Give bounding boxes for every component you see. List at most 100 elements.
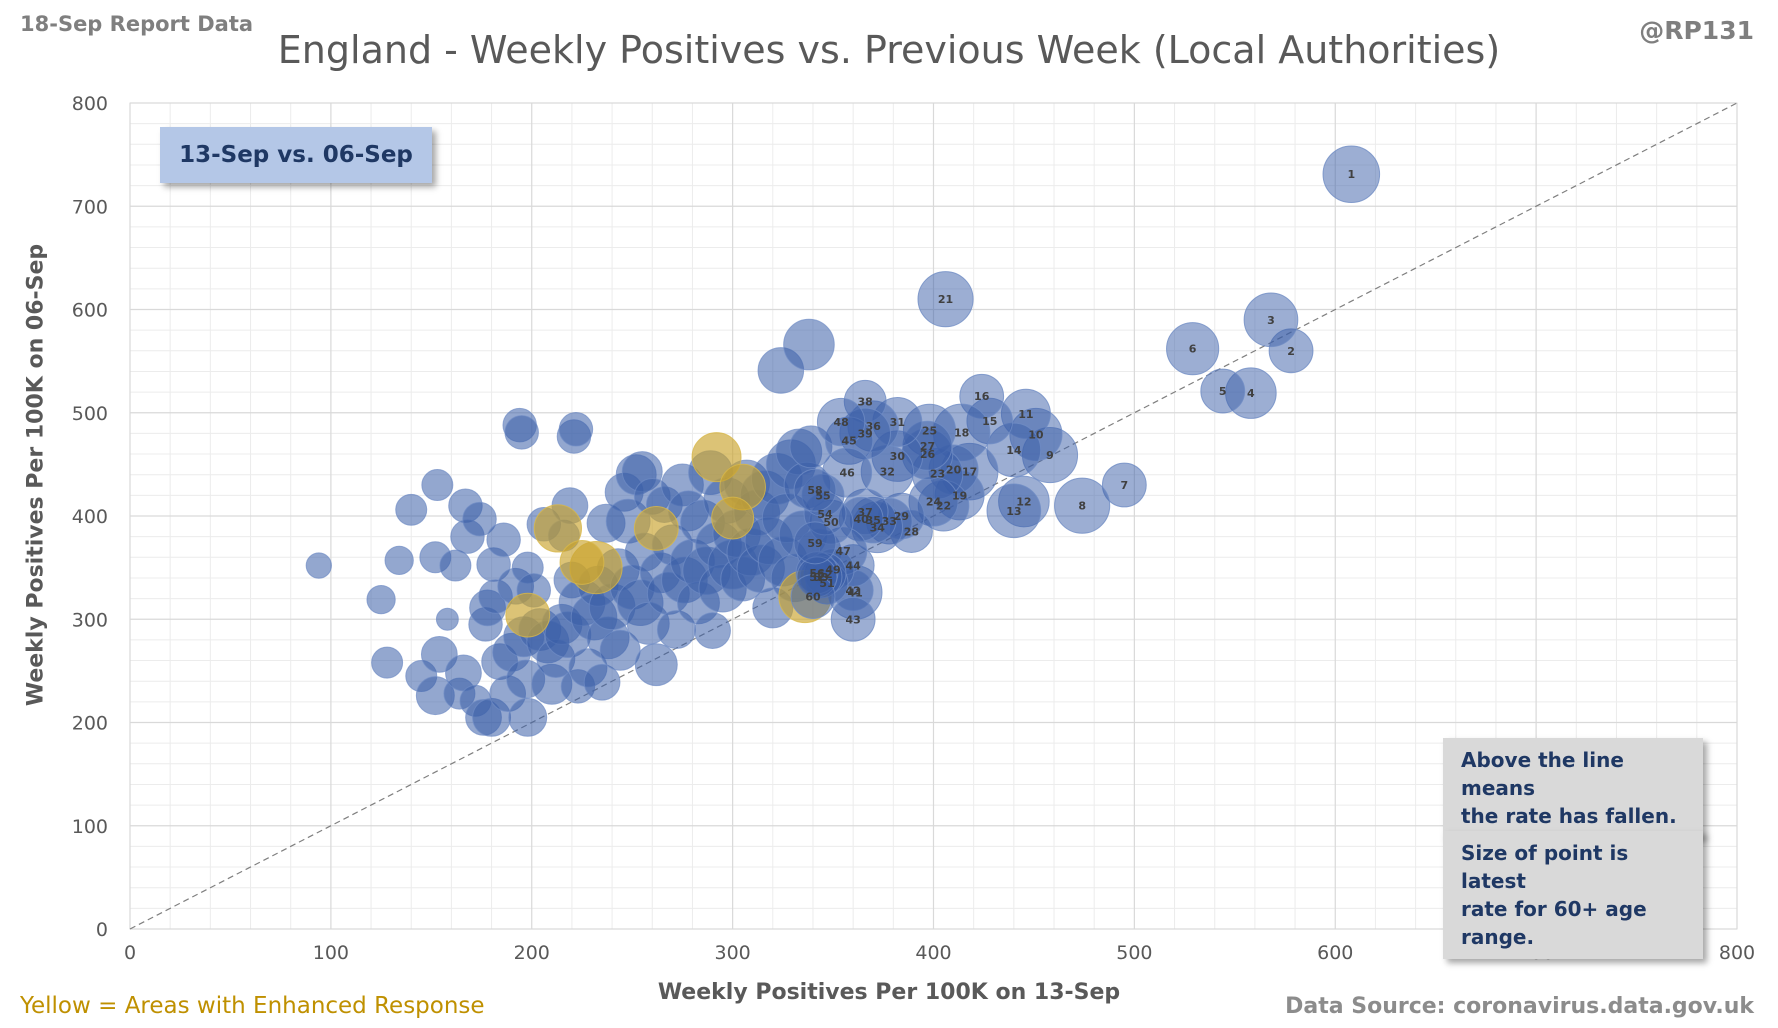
plot-area: [129, 102, 1738, 930]
point-label: 12: [1016, 496, 1031, 509]
data-point: [504, 415, 539, 450]
data-point: [439, 549, 472, 582]
point-label: 17: [962, 466, 977, 479]
point-label: 24: [926, 496, 942, 509]
point-label: 6: [1189, 343, 1197, 356]
point-label: 3: [1267, 314, 1275, 327]
point-label: 39: [858, 427, 873, 440]
point-label: 43: [845, 613, 860, 626]
y-tick-label: 0: [96, 919, 108, 941]
point-label: 23: [930, 468, 945, 481]
labeled-data-point: [1054, 477, 1111, 534]
data-point: [462, 501, 497, 537]
point-label: 50: [823, 516, 839, 529]
point-label: 4: [1247, 387, 1255, 400]
point-label: 36: [866, 420, 882, 433]
y-tick-label: 100: [72, 816, 108, 838]
point-label: 52: [817, 568, 832, 581]
x-tick-label: 200: [514, 942, 550, 964]
point-label: 41: [848, 586, 863, 599]
enhanced-response-point: [559, 540, 605, 585]
y-tick-label: 300: [72, 609, 108, 631]
y-tick-label: 500: [72, 403, 108, 425]
point-label: 10: [1028, 428, 1044, 441]
point-label: 8: [1078, 500, 1086, 513]
data-source: Data Source: coronavirus.data.gov.uk: [1285, 994, 1754, 1019]
point-label: 5: [1219, 385, 1227, 398]
author-handle: @RP131: [1639, 16, 1754, 45]
labeled-data-point: [1243, 292, 1299, 348]
point-label: 46: [839, 467, 855, 480]
point-label: 18: [954, 426, 969, 439]
point-label: 28: [904, 525, 919, 538]
labeled-data-point: [793, 521, 837, 565]
point-label: 21: [938, 293, 953, 306]
y-tick-label: 700: [72, 196, 108, 218]
point-label: 27: [920, 440, 935, 453]
y-tick-label: 600: [72, 300, 108, 322]
data-point: [583, 663, 621, 701]
y-tick-label: 200: [72, 713, 108, 735]
point-label: 20: [946, 464, 962, 477]
enhanced-response-legend: Yellow = Areas with Enhanced Response: [20, 993, 485, 1019]
data-point: [634, 643, 678, 687]
point-label: 55: [815, 489, 830, 502]
data-point: [305, 552, 332, 579]
labeled-data-point: [1166, 322, 1220, 376]
point-label: 19: [952, 489, 967, 502]
point-label: 44: [845, 560, 861, 573]
point-label: 26: [920, 448, 936, 461]
data-point: [508, 697, 548, 737]
point-label: 31: [890, 416, 905, 429]
x-tick-label: 0: [124, 942, 136, 964]
point-label: 57: [809, 571, 824, 584]
data-point: [783, 318, 835, 371]
point-label: 15: [982, 415, 997, 428]
point-label: 1: [1347, 168, 1355, 181]
labeled-data-point: [1200, 368, 1246, 414]
note-point-size: Size of point is latest rate for 60+ age…: [1443, 831, 1703, 959]
enhanced-response-point: [711, 496, 755, 540]
point-label: 37: [858, 506, 873, 519]
x-tick-label: 600: [1317, 942, 1353, 964]
chart-title: England - Weekly Positives vs. Previous …: [277, 28, 1501, 72]
axis-ticks: 0 100 200 300 400 500 600 700 800 0 100 200 300 400 50…: [72, 93, 1755, 964]
note-above-line: Above the line means the rate has fallen…: [1443, 738, 1703, 838]
data-point: [395, 493, 428, 526]
point-label: 42: [845, 584, 860, 597]
point-label: 56: [809, 567, 825, 580]
y-tick-label: 800: [72, 93, 108, 115]
point-label: 51: [819, 577, 834, 590]
labeled-data-point: [1101, 462, 1147, 508]
point-label: 29: [894, 510, 909, 523]
point-label: 59: [807, 537, 822, 550]
data-point: [694, 612, 731, 649]
enhanced-response-point: [533, 504, 583, 553]
point-label: 30: [890, 450, 906, 463]
point-label: 47: [835, 545, 850, 558]
labeled-data-point: [790, 574, 836, 619]
point-label: 54: [817, 508, 833, 521]
labeled-points: 1234567891011121314151617181920212223242…: [790, 145, 1381, 642]
x-tick-label: 800: [1719, 942, 1755, 964]
x-tick-label: 100: [313, 942, 349, 964]
data-point: [371, 646, 404, 679]
data-point: [435, 607, 459, 631]
labeled-data-point: [793, 468, 837, 512]
labeled-data-point: [1322, 145, 1381, 204]
enhanced-response-point: [633, 505, 679, 551]
x-tick-label: 300: [714, 942, 750, 964]
x-axis-label: Weekly Positives Per 100K on 13-Sep: [657, 980, 1121, 1005]
data-point: [558, 412, 594, 447]
data-point: [421, 469, 454, 502]
x-tick-label: 500: [1116, 942, 1152, 964]
labeled-data-point: [830, 596, 876, 642]
point-label: 58: [807, 484, 822, 497]
point-label: 7: [1121, 479, 1129, 492]
point-label: 38: [858, 395, 873, 408]
data-point: [366, 584, 396, 615]
point-label: 33: [882, 515, 897, 528]
point-label: 32: [880, 466, 895, 479]
point-label: 48: [833, 416, 848, 429]
